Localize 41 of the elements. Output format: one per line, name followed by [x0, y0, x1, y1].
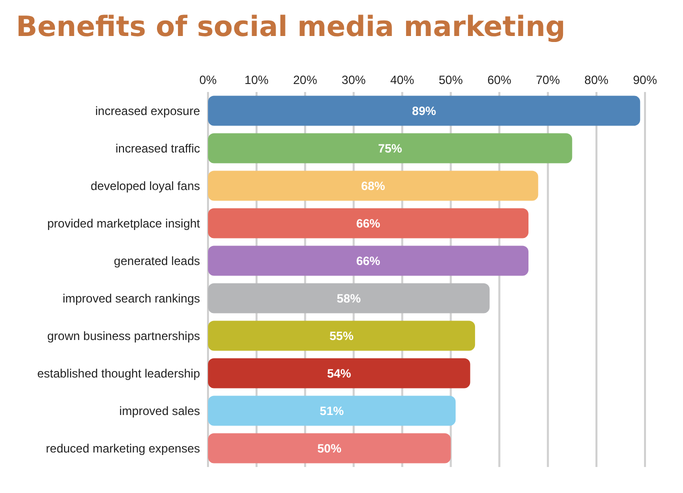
y-tick-label: provided marketplace insight [47, 216, 201, 231]
x-tick-label: 20% [293, 73, 318, 87]
data-label: 68% [361, 179, 386, 194]
bar [208, 396, 456, 426]
data-label: 66% [356, 216, 381, 231]
bar [208, 96, 640, 126]
data-label: 89% [412, 104, 436, 118]
y-tick-label: increased traffic [116, 142, 200, 156]
bar [208, 208, 528, 238]
data-label: 50% [317, 442, 342, 456]
bar [208, 358, 470, 388]
y-tick-label: improved search rankings [62, 292, 200, 306]
bar [208, 320, 476, 351]
bar [208, 246, 528, 276]
x-tick-label: 40% [390, 73, 415, 87]
x-tick-label: 70% [536, 73, 560, 87]
data-label: 51% [320, 404, 344, 418]
y-tick-label: reduced marketing expenses [46, 442, 200, 456]
data-label: 66% [356, 254, 381, 268]
data-label: 55% [330, 329, 354, 344]
y-tick-label: increased exposure [95, 104, 200, 118]
x-tick-label: 10% [244, 73, 269, 87]
data-label: 54% [327, 366, 352, 381]
x-tick-label: 90% [632, 73, 658, 87]
bar [208, 170, 538, 201]
x-tick-label: 0% [199, 73, 217, 87]
x-tick-label: 80% [584, 73, 609, 87]
chart-title: Benefits of social media marketing [15, 9, 566, 45]
bar [208, 133, 572, 164]
data-label: 58% [336, 292, 362, 306]
y-tick-label: generated leads [114, 254, 200, 268]
x-tick-label: 30% [342, 73, 366, 87]
bar [208, 283, 490, 314]
y-tick-label: improved sales [119, 404, 200, 418]
x-tick-label: 50% [438, 73, 464, 87]
bar [208, 433, 451, 464]
x-tick-label: 60% [487, 73, 512, 87]
y-tick-label: established thought leadership [37, 366, 200, 381]
y-tick-label: developed loyal fans [90, 179, 200, 194]
data-label: 75% [378, 142, 402, 156]
y-tick-label: grown business partnerships [47, 329, 200, 344]
